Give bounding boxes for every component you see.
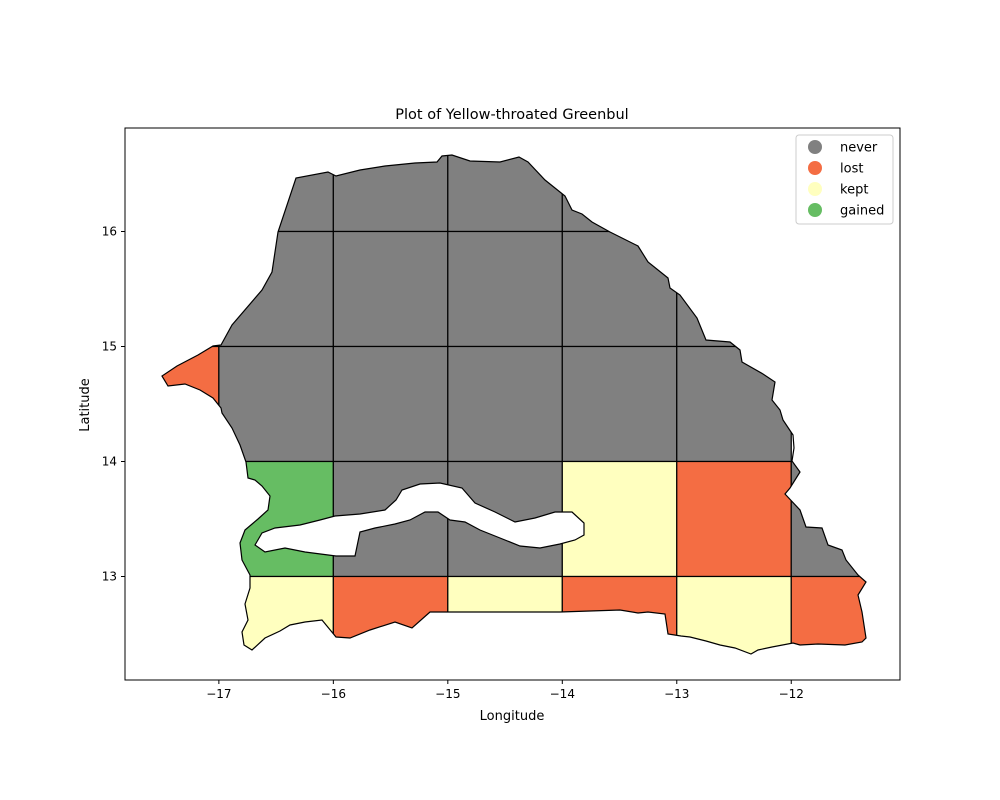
grid-cell-never xyxy=(332,345,449,463)
y-tick-label: 15 xyxy=(102,340,117,354)
grid-cell-kept xyxy=(561,460,678,578)
chart-title: Plot of Yellow-throated Greenbul xyxy=(395,107,628,123)
grid-cell-lost xyxy=(676,460,792,578)
y-axis-label: Latitude xyxy=(78,378,93,432)
legend-marker-lost xyxy=(808,161,822,175)
legend-label-lost: lost xyxy=(840,162,863,177)
x-axis-label: Longitude xyxy=(480,709,545,724)
y-tick-label: 13 xyxy=(102,570,117,584)
x-tick-label: −12 xyxy=(779,687,804,701)
grid-cell-never xyxy=(447,230,563,348)
senegal-border xyxy=(161,154,867,655)
grid-cell-never xyxy=(561,345,678,463)
grid-cell-kept xyxy=(676,575,792,654)
x-tick-label: −17 xyxy=(206,687,231,701)
legend-marker-gained xyxy=(808,203,822,217)
legend-label-never: never xyxy=(840,141,878,156)
x-tick-label: −15 xyxy=(435,687,460,701)
grid-cell-never xyxy=(447,345,563,463)
grid-cell-never xyxy=(332,230,449,348)
x-tick-label: −13 xyxy=(664,687,689,701)
legend-box xyxy=(795,134,894,225)
y-axis-ticks: 13 14 15 16 xyxy=(102,225,125,584)
gambia-cutout xyxy=(254,482,585,557)
legend-marker-kept xyxy=(808,182,822,196)
y-tick-label: 14 xyxy=(102,455,117,469)
y-tick-label: 16 xyxy=(102,225,117,239)
legend: never lost kept gained xyxy=(795,134,894,225)
legend-label-kept: kept xyxy=(840,183,868,198)
x-axis-ticks: −17 −16 −15 −14 −13 −12 xyxy=(206,680,804,701)
legend-marker-never xyxy=(808,140,822,154)
plot-frame xyxy=(124,127,901,681)
legend-entries: never lost kept gained xyxy=(808,140,884,219)
legend-label-gained: gained xyxy=(840,204,884,219)
x-tick-label: −14 xyxy=(550,687,575,701)
x-tick-label: −16 xyxy=(321,687,346,701)
grid-cell-lost xyxy=(790,575,866,654)
